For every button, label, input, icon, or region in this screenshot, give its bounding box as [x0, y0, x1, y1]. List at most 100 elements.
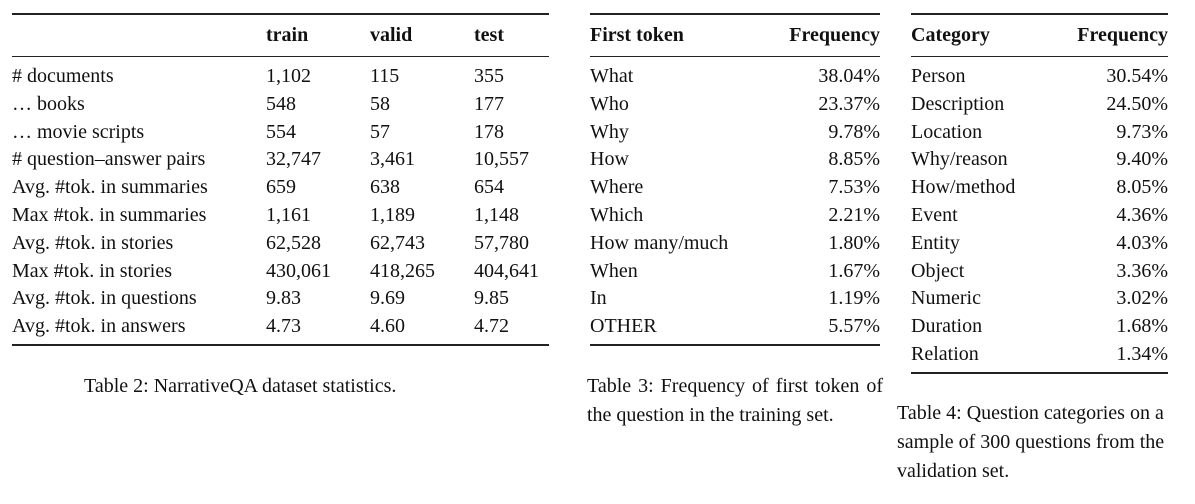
- table-cell: Location: [911, 120, 983, 143]
- table-cell: 9.85: [474, 287, 509, 310]
- table-cell: 7.53%: [828, 176, 880, 199]
- table-row: How/method 8.05%: [911, 174, 1168, 202]
- table-cell: 654: [474, 176, 504, 199]
- table-cell: 8.85%: [828, 148, 880, 171]
- table-cell: 4.73: [266, 313, 370, 346]
- table-cell: 1,148: [474, 203, 519, 226]
- table-cell: 57: [370, 120, 390, 143]
- table-cell: OTHER: [590, 313, 760, 346]
- table-cell: 9.73%: [1116, 120, 1168, 143]
- column-header: Category: [911, 13, 1041, 57]
- table-cell: 1.19%: [828, 287, 880, 310]
- table-cell: 3,461: [370, 148, 415, 171]
- table-row: Duration 1.68%: [911, 313, 1168, 341]
- table-cell: 548: [266, 92, 296, 115]
- table-cell: 404,641: [474, 259, 539, 282]
- table-cell: 58: [370, 92, 390, 115]
- table-cell: 4.36%: [1116, 203, 1168, 226]
- question-category-table: Category Frequency Person 30.54% Descrip…: [911, 13, 1168, 374]
- table-cell: 1.67%: [828, 259, 880, 282]
- table-row: # question–answer pairs 32,747 3,461 10,…: [12, 146, 549, 174]
- table-cell: 554: [266, 120, 296, 143]
- table-row: Description 24.50%: [911, 91, 1168, 119]
- table-cell: 430,061: [266, 259, 331, 282]
- table-cell: How: [590, 148, 629, 171]
- column-header: Frequency: [1041, 13, 1168, 57]
- table-cell: … books: [12, 92, 85, 115]
- table2-caption: Table 2: NarrativeQA dataset statistics.: [84, 375, 397, 397]
- first-token-frequency-table: First token Frequency What 38.04% Who 23…: [590, 13, 880, 346]
- table-row: Avg. #tok. in stories 62,528 62,743 57,7…: [12, 230, 549, 258]
- table3-caption: Table 3: Frequency of first token of the…: [587, 375, 883, 426]
- table-cell: Max #tok. in summaries: [12, 203, 207, 226]
- table-row: Person 30.54%: [911, 57, 1168, 91]
- table4-caption: Table 4: Question categories on a sample…: [897, 402, 1165, 482]
- table-cell: 638: [370, 176, 400, 199]
- table-cell: 1.34%: [1041, 340, 1168, 374]
- table-cell: Duration: [911, 315, 983, 338]
- table-cell: 177: [474, 92, 504, 115]
- column-header: test: [474, 13, 549, 57]
- table-cell: 1,161: [266, 203, 311, 226]
- table-cell: 178: [474, 120, 504, 143]
- table-cell: When: [590, 259, 638, 282]
- table-cell: 115: [370, 65, 400, 87]
- table-row: Avg. #tok. in summaries 659 638 654: [12, 174, 549, 202]
- table-row: How 8.85%: [590, 146, 880, 174]
- table-row: Entity 4.03%: [911, 230, 1168, 258]
- table-cell: 9.78%: [828, 120, 880, 143]
- table-cell: 8.05%: [1116, 176, 1168, 199]
- table-cell: Avg. #tok. in summaries: [12, 176, 208, 199]
- table-row: Max #tok. in stories 430,061 418,265 404…: [12, 258, 549, 286]
- column-header: [12, 13, 266, 57]
- table-header-row: First token Frequency: [590, 13, 880, 57]
- table-cell: 1,189: [370, 203, 415, 226]
- table-row: Where 7.53%: [590, 174, 880, 202]
- table-row: When 1.67%: [590, 258, 880, 286]
- table-cell: How many/much: [590, 231, 729, 254]
- table-cell: Numeric: [911, 287, 981, 310]
- table-cell: 1.80%: [828, 231, 880, 254]
- table-cell: Avg. #tok. in questions: [12, 287, 197, 310]
- dataset-statistics-table: train valid test # documents 1,102 115 3…: [12, 13, 549, 346]
- table-cell: 9.83: [266, 287, 301, 310]
- table-row: Relation 1.34%: [911, 340, 1168, 374]
- table-cell: 1,102: [266, 65, 311, 87]
- table-cell: Why/reason: [911, 148, 1008, 171]
- table-header-row: train valid test: [12, 13, 549, 57]
- table-cell: Why: [590, 120, 629, 143]
- table-cell: 3.02%: [1116, 287, 1168, 310]
- table-row: Avg. #tok. in questions 9.83 9.69 9.85: [12, 285, 549, 313]
- table-cell: Description: [911, 92, 1005, 115]
- table-cell: 9.40%: [1116, 148, 1168, 171]
- table-row: OTHER 5.57%: [590, 313, 880, 346]
- table-cell: 23.37%: [818, 92, 880, 115]
- table-cell: Where: [590, 176, 644, 199]
- table-row: Event 4.36%: [911, 202, 1168, 230]
- table-row: Avg. #tok. in answers 4.73 4.60 4.72: [12, 313, 549, 346]
- table-cell: Person: [911, 65, 966, 87]
- table-row: Max #tok. in summaries 1,161 1,189 1,148: [12, 202, 549, 230]
- table-cell: Avg. #tok. in answers: [12, 313, 266, 346]
- table-cell: 24.50%: [1106, 92, 1168, 115]
- table-cell: 418,265: [370, 259, 435, 282]
- table-cell: 659: [266, 176, 296, 199]
- column-header: First token: [590, 13, 760, 57]
- table-cell: 2.21%: [828, 203, 880, 226]
- table-cell: Object: [911, 259, 965, 282]
- table-cell: 62,743: [370, 231, 425, 254]
- table-row: In 1.19%: [590, 285, 880, 313]
- table-cell: … movie scripts: [12, 120, 145, 143]
- table-cell: Entity: [911, 231, 960, 254]
- table-cell: 1.68%: [1116, 315, 1168, 338]
- table-cell: How/method: [911, 176, 1016, 199]
- table-cell: # question–answer pairs: [12, 148, 206, 171]
- table-row: Why 9.78%: [590, 119, 880, 147]
- table-cell: 4.03%: [1116, 231, 1168, 254]
- table-cell: Relation: [911, 340, 1041, 374]
- table-row: Object 3.36%: [911, 258, 1168, 286]
- table-row: How many/much 1.80%: [590, 230, 880, 258]
- table-row: … movie scripts 554 57 178: [12, 119, 549, 147]
- table-cell: 3.36%: [1116, 259, 1168, 282]
- table-cell: 32,747: [266, 148, 321, 171]
